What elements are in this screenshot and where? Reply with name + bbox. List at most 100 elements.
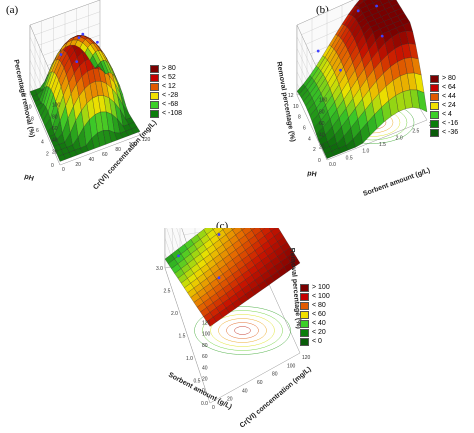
chart-b-ytick: 0 — [318, 158, 321, 164]
chart-b-xtick: 1.5 — [379, 142, 386, 148]
chart-c-surface-cell — [250, 228, 256, 231]
chart-c-contour — [218, 318, 267, 343]
chart-a-ytick: 6 — [36, 128, 39, 134]
legend-b-item: < 4 — [430, 110, 458, 119]
chart-c-ztick: 60 — [202, 354, 208, 360]
legend-a-swatch — [150, 64, 159, 73]
chart-b-xlabel: Sorbent amount (g/L) — [362, 167, 431, 198]
chart-b-ztick: 20 — [319, 144, 325, 150]
chart-b: Sorbent amount (g/L) pH Removal percentage… — [237, 0, 474, 205]
legend-a-swatch — [150, 109, 159, 118]
legend-a-label: < -28 — [162, 92, 179, 99]
chart-a-ytick: 0 — [51, 163, 54, 169]
chart-b-xtick: 0.5 — [346, 155, 353, 161]
legend-b: > 80 < 64 < 44 < 24 < 4 < -16 < -36 — [430, 74, 458, 137]
legend-c-swatch — [300, 319, 309, 328]
chart-b-xtick: 2.5 — [412, 129, 419, 135]
chart-a-design-point — [77, 36, 81, 40]
chart-c: Cr(VI) concentration (mg/L) Sorbent amoun… — [110, 228, 370, 433]
chart-c-contour — [226, 322, 259, 339]
legend-b-swatch — [430, 83, 439, 92]
chart-c-xtick: 80 — [272, 372, 278, 378]
chart-a-ztick: 40 — [52, 138, 58, 144]
chart-a-gridline — [29, 11, 101, 37]
legend-a-label: < 12 — [162, 83, 176, 90]
chart-a-ytick: 8 — [31, 116, 34, 122]
chart-c-surface-cell — [259, 228, 266, 231]
chart-b-ytick: 2 — [313, 147, 316, 153]
legend-c-label: < 20 — [312, 329, 326, 336]
legend-c-item: < 20 — [300, 328, 330, 337]
chart-a-xtick: 20 — [75, 162, 81, 168]
legend-a-label: > 80 — [162, 65, 176, 72]
chart-c-design-point — [217, 276, 221, 280]
legend-c-label: < 100 — [312, 293, 330, 300]
legend-a: > 80 < 52 < 12 < -28 < -68 < -108 — [150, 64, 182, 118]
chart-a-ytick: 10 — [26, 105, 32, 111]
chart-c-ztick: 80 — [202, 343, 208, 349]
chart-b-design-point — [356, 9, 360, 13]
chart-c-design-point — [217, 233, 221, 236]
legend-a-item: < -28 — [150, 91, 182, 100]
legend-c-item: < 40 — [300, 319, 330, 328]
chart-a: Cr(VI) concentration (mg/L) pH Percentage … — [0, 0, 237, 200]
legend-c: > 100 < 100 < 80 < 60 < 40 < 20 < 0 — [300, 283, 330, 346]
chart-c-ztick: 20 — [202, 377, 208, 383]
chart-b-ylabel: pH — [307, 170, 317, 179]
legend-c-label: < 60 — [312, 311, 326, 318]
legend-b-swatch — [430, 101, 439, 110]
panel-label-a: (a) — [6, 4, 19, 16]
chart-c-surface-cell — [290, 257, 301, 268]
legend-c-label: < 40 — [312, 320, 326, 327]
chart-c-xtick: 0 — [212, 405, 215, 411]
chart-a-xtick: 100 — [129, 142, 138, 148]
legend-a-item: > 80 — [150, 64, 182, 73]
legend-b-label: < -16 — [442, 120, 459, 127]
chart-c-plot: Cr(VI) concentration (mg/L)Sorbent amoun… — [156, 228, 313, 430]
chart-a-ztick: 100 — [52, 103, 61, 109]
chart-b-ytick: 10 — [293, 104, 299, 110]
chart-a-xtick: 0 — [62, 167, 65, 173]
legend-c-label: > 100 — [312, 284, 330, 291]
chart-a-xtick: 80 — [115, 147, 121, 153]
legend-b-label: < 64 — [442, 84, 456, 91]
legend-c-item: > 100 — [300, 283, 330, 292]
chart-c-ztick: 0 — [202, 388, 205, 394]
legend-a-swatch — [150, 73, 159, 82]
chart-c-xtick: 100 — [287, 363, 296, 369]
legend-c-label: < 80 — [312, 302, 326, 309]
chart-c-design-point — [177, 254, 180, 258]
chart-c-ytick: 0.0 — [201, 401, 208, 407]
legend-b-label: > 80 — [442, 75, 456, 82]
chart-a-ztick: 20 — [52, 149, 58, 155]
chart-c-ytick: 2.0 — [171, 311, 178, 317]
legend-c-item: < 60 — [300, 310, 330, 319]
legend-c-item: < 80 — [300, 301, 330, 310]
chart-a-ztick: 80 — [52, 114, 58, 120]
chart-b-design-point — [339, 68, 342, 72]
legend-a-item: < -108 — [150, 109, 182, 118]
legend-b-item: < -36 — [430, 128, 458, 137]
chart-a-xtick: 40 — [89, 157, 95, 163]
legend-b-swatch — [430, 74, 439, 83]
chart-a-design-point — [81, 32, 85, 36]
legend-b-label: < -36 — [442, 129, 459, 136]
chart-b-xtick: 1.0 — [362, 149, 369, 155]
legend-c-swatch — [300, 283, 309, 292]
chart-c-ytick: 0.5 — [194, 379, 201, 385]
chart-b-ztick: 100 — [319, 98, 328, 104]
legend-c-swatch — [300, 292, 309, 301]
legend-c-label: < 0 — [312, 338, 322, 345]
chart-c-surface-cell — [212, 228, 216, 230]
chart-b-design-point — [380, 34, 384, 38]
chart-a-xtick: 120 — [142, 137, 151, 143]
chart-a-xtick: 60 — [102, 152, 108, 158]
chart-a-design-point — [75, 60, 79, 64]
legend-b-item: < 64 — [430, 83, 458, 92]
chart-c-ztick: 120 — [202, 320, 211, 326]
chart-c-contour — [210, 314, 275, 347]
chart-c-xtick: 20 — [227, 397, 233, 403]
legend-b-swatch — [430, 110, 439, 119]
legend-a-item: < 52 — [150, 73, 182, 82]
chart-a-plot: Cr(VI) concentration (mg/L)pHPercentage … — [12, 0, 158, 191]
